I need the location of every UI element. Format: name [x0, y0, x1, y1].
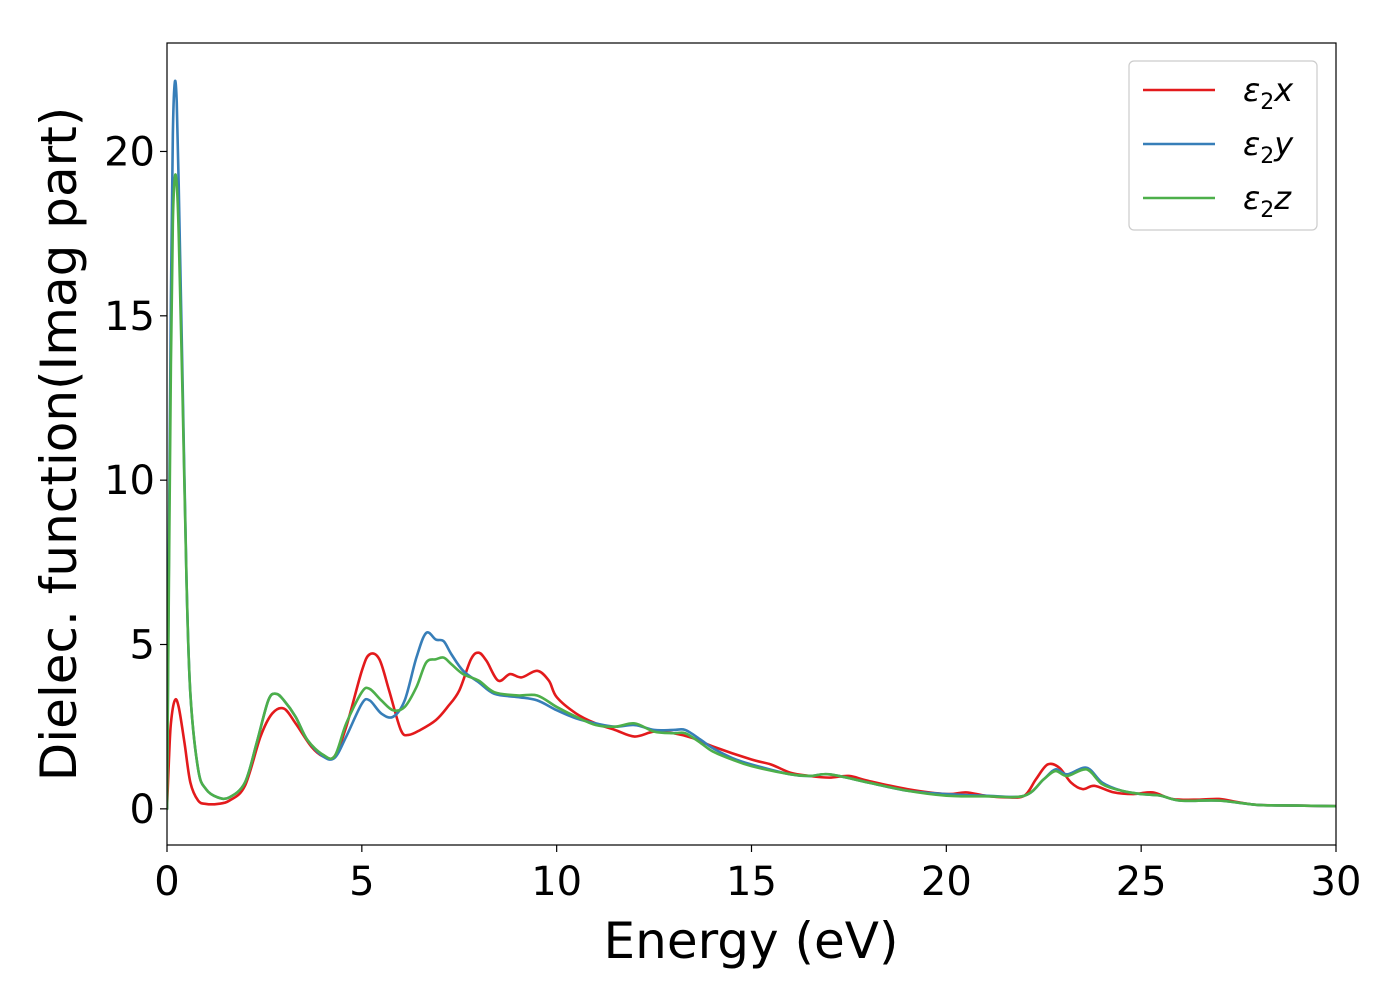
y-tick-label: 0 — [130, 787, 155, 833]
x-tick-label: 25 — [1116, 859, 1167, 905]
x-tick-label: 5 — [349, 859, 374, 905]
y-axis-ticks: 0 5 10 15 20 — [104, 129, 167, 833]
legend-label-x: ε2x — [1243, 71, 1294, 115]
x-tick-label: 20 — [921, 859, 972, 905]
y-tick-label: 10 — [104, 458, 155, 504]
legend-label-y: ε2y — [1243, 125, 1294, 169]
legend-box — [1128, 60, 1318, 231]
x-tick-label: 10 — [531, 859, 582, 905]
x-axis-label: Energy (eV) — [604, 912, 899, 970]
legend: ε2x ε2y ε2z — [1128, 60, 1318, 231]
y-tick-label: 5 — [130, 623, 155, 669]
legend-label-z: ε2z — [1243, 179, 1292, 223]
x-axis-ticks: 0 5 10 15 20 25 30 — [154, 845, 1361, 905]
x-tick-label: 0 — [154, 859, 179, 905]
x-tick-label: 15 — [726, 859, 777, 905]
series-lines — [167, 79, 1336, 811]
y-tick-label: 20 — [104, 129, 155, 175]
series-line-z — [167, 173, 1336, 811]
y-axis-label: Dielec. function(Imag part) — [30, 107, 88, 782]
x-tick-label: 30 — [1311, 859, 1362, 905]
y-tick-label: 15 — [104, 294, 155, 340]
